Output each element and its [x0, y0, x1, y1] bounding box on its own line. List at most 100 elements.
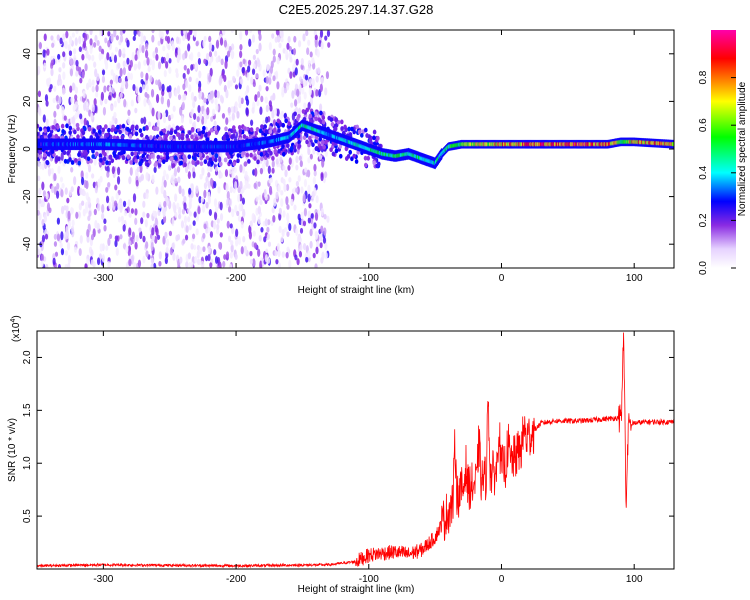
spectrogram-noise-speck [143, 116, 147, 125]
spectrogram-noise-speck [214, 97, 218, 106]
spectrogram-band-speck [173, 155, 178, 161]
spectrogram-band-speck [242, 134, 247, 139]
spectrogram-noise-speck [207, 195, 211, 205]
spectrogram-noise-speck [91, 104, 95, 113]
spectrogram-noise-speck [122, 200, 127, 208]
spectrogram-noise-speck [259, 199, 263, 206]
spectrogram-band-speck [293, 111, 297, 117]
spectrogram-noise-speck [77, 211, 82, 219]
spectrogram-band-speck [66, 150, 70, 156]
spectrogram-noise-speck [189, 30, 193, 36]
spectrogram-band-speck [169, 130, 173, 136]
spectrogram-noise-speck [206, 165, 210, 172]
spectrogram-noise-speck [98, 253, 103, 261]
spectrogram-noise-speck [203, 189, 207, 199]
spectrogram-noise-speck [286, 42, 290, 50]
spectrogram-noise-speck [197, 206, 201, 215]
spectrogram-noise-speck [91, 85, 95, 93]
spectrogram-noise-speck [241, 187, 245, 194]
spectrogram-noise-speck [190, 243, 194, 250]
spectrogram-noise-speck [162, 116, 167, 124]
spectrogram-noise-speck [188, 84, 192, 93]
spectrogram-noise-speck [151, 174, 155, 184]
spectrogram-noise-speck [108, 201, 112, 210]
snr-y-label: SNR (10 * v/v) [7, 418, 18, 482]
snr-y-tick-label: 1.0 [22, 456, 33, 470]
spectrogram-noise-speck [105, 195, 110, 204]
spectrogram-noise-speck [285, 196, 289, 206]
spectrogram-noise-speck [271, 160, 275, 168]
spectrogram-noise-speck [83, 117, 87, 127]
spectrogram-noise-speck [78, 202, 82, 211]
spectrogram-noise-speck [280, 36, 284, 43]
spectrogram-noise-speck [89, 30, 93, 36]
spectrogram-noise-speck [323, 227, 327, 236]
spectrogram-band-speck [350, 126, 354, 132]
spectrogram-band-speck [135, 124, 139, 130]
spectrogram-noise-speck [246, 72, 250, 81]
spectrogram-noise-speck [87, 196, 91, 205]
spectrogram-noise-speck [190, 91, 195, 101]
spectrogram-noise-speck [118, 198, 123, 205]
spectrogram-noise-speck [239, 164, 243, 173]
spectrogram-noise-speck [215, 56, 219, 63]
spectrogram-noise-speck [252, 54, 256, 60]
spectrogram-noise-speck [198, 259, 202, 266]
spectrogram-noise-speck [65, 230, 70, 240]
spectrogram-noise-speck [258, 194, 262, 201]
spectrogram-noise-speck [151, 30, 155, 34]
spectrogram-noise-speck [94, 68, 98, 78]
spectrogram-noise-speck [202, 246, 206, 253]
spectrogram-noise-speck [88, 78, 92, 86]
spectrogram-band-speck [107, 127, 111, 133]
spectrogram-band-speck [126, 154, 131, 160]
spectrogram-band-speck [193, 152, 198, 158]
spectrogram-noise-speck [113, 54, 118, 64]
spectrogram-noise-speck [218, 156, 222, 164]
spectrogram-noise-speck [127, 72, 131, 81]
spectrogram-noise-speck [237, 193, 241, 203]
spectrogram-noise-speck [305, 256, 309, 263]
spectrogram-noise-speck [315, 246, 319, 255]
spectrogram-noise-speck [237, 236, 241, 245]
spectrogram-noise-speck [202, 232, 206, 239]
spectrogram-band-speck [190, 126, 195, 132]
spectrogram-noise-speck [227, 235, 232, 243]
spectrogram-noise-speck [74, 112, 78, 120]
spectrogram-noise-speck [309, 51, 313, 58]
spectrogram-band-speck [54, 133, 59, 139]
spectrogram-noise-speck [305, 30, 309, 37]
spectrogram-noise-speck [104, 98, 108, 105]
spectrogram-band-speck [121, 123, 126, 129]
spectrogram-noise-speck [181, 188, 185, 197]
spectrogram-noise-speck [66, 241, 71, 251]
spectrogram-noise-speck [204, 255, 209, 262]
spectrogram-noise-speck [107, 30, 111, 37]
spectrogram-noise-speck [128, 176, 132, 185]
spectrogram-noise-speck [252, 258, 256, 267]
spectrogram-band-speck [330, 121, 335, 127]
spectrogram-noise-speck [259, 106, 263, 115]
spectrogram-noise-speck [71, 116, 75, 125]
spectrogram-noise-speck [113, 30, 117, 38]
spectrogram-noise-speck [216, 223, 220, 230]
snr-x-tick-label: 100 [626, 574, 643, 585]
spectrogram-noise-speck [226, 220, 230, 229]
spectrogram-noise-speck [151, 63, 155, 71]
spectrogram-band-speck [264, 129, 269, 135]
spectrogram-band-speck [81, 130, 86, 136]
spectrogram-band-speck [238, 128, 243, 134]
spectrogram-noise-speck [154, 225, 158, 233]
spectrogram-band-speck [305, 107, 309, 113]
spectrogram-noise-speck [249, 259, 253, 265]
spectrogram-noise-speck [279, 30, 284, 39]
spectrogram-noise-speck [47, 77, 51, 83]
spectrogram-band-speck [108, 154, 113, 160]
spectrogram-noise-speck [96, 257, 101, 266]
spectrogram-band-speck [253, 156, 257, 161]
spectrogram-band-speck [216, 125, 221, 131]
spectrogram-noise-speck [307, 193, 311, 203]
spectrogram-noise-speck [261, 257, 265, 267]
spectrogram-noise-speck [164, 256, 168, 265]
spectrogram-noise-speck [216, 218, 220, 224]
